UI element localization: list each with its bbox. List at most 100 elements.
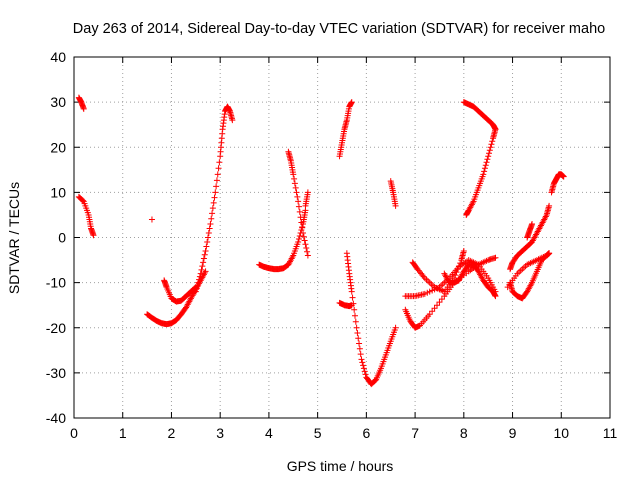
- data-point: [293, 189, 300, 196]
- data-point: [560, 173, 567, 180]
- x-tick-label: 4: [265, 425, 273, 441]
- y-tick-label: 40: [50, 49, 66, 65]
- data-point: [460, 248, 467, 255]
- data-point: [208, 215, 215, 222]
- data-point: [352, 318, 359, 325]
- x-tick-label: 0: [70, 425, 78, 441]
- data-point: [203, 243, 210, 250]
- data-point: [356, 340, 363, 347]
- x-tick-label: 5: [314, 425, 322, 441]
- data-point: [436, 299, 443, 306]
- data-point: [295, 198, 302, 205]
- data-point: [481, 165, 488, 172]
- data-point: [392, 202, 399, 209]
- data-point: [434, 302, 441, 309]
- data-point: [483, 159, 490, 166]
- axis-ticks: 0 1 2 3 4 5 6 7 8 9 10 11 -40 -30 -20 -10 0 10 20 30 40: [46, 49, 618, 441]
- x-tick-label: 10: [553, 425, 569, 441]
- data-point: [304, 252, 311, 259]
- data-point: [300, 233, 307, 240]
- data-point: [198, 266, 205, 273]
- data-point: [229, 117, 236, 124]
- data-point: [209, 210, 216, 217]
- data-point: [361, 368, 368, 375]
- data-point: [209, 205, 216, 212]
- x-tick-label: 11: [603, 425, 618, 441]
- data-point: [80, 105, 87, 112]
- data-point: [206, 225, 213, 232]
- x-axis-label: GPS time / hours: [287, 458, 394, 474]
- x-tick-label: 2: [168, 425, 176, 441]
- data-point: [204, 239, 211, 246]
- data-point: [303, 245, 310, 252]
- data-point: [211, 194, 218, 201]
- data-point: [202, 268, 209, 275]
- data-point: [392, 324, 399, 331]
- data-point: [353, 324, 360, 331]
- data-point: [480, 171, 487, 178]
- data-point: [489, 138, 496, 145]
- x-tick-label: 9: [509, 425, 517, 441]
- data-point: [351, 312, 358, 319]
- data-point: [295, 203, 302, 210]
- data-point: [90, 232, 97, 239]
- data-point: [200, 259, 207, 266]
- data-point: [438, 296, 445, 303]
- data-point: [194, 282, 201, 289]
- data-point: [485, 153, 492, 160]
- data-point: [348, 99, 355, 106]
- data-point: [546, 250, 553, 257]
- data-point: [529, 220, 536, 227]
- data-point: [192, 288, 199, 295]
- data-point: [357, 351, 364, 358]
- data-point: [492, 126, 499, 133]
- data-point: [484, 156, 491, 163]
- data-point: [302, 241, 309, 248]
- data-point: [350, 300, 357, 307]
- data-point: [360, 362, 367, 369]
- x-tick-label: 8: [460, 425, 468, 441]
- data-point: [492, 254, 499, 261]
- data-point: [196, 276, 203, 283]
- data-point: [212, 189, 219, 196]
- data-point: [546, 202, 553, 209]
- y-tick-label: 10: [50, 184, 66, 200]
- data-point: [296, 208, 303, 215]
- plot-frame: [73, 56, 611, 419]
- data-point: [291, 175, 298, 182]
- data-point: [481, 168, 488, 175]
- data-point: [297, 214, 304, 221]
- data-point: [356, 345, 363, 352]
- data-point: [207, 220, 214, 227]
- data-point: [291, 180, 298, 187]
- data-point: [210, 199, 217, 206]
- data-point: [215, 165, 222, 172]
- data-point: [429, 308, 436, 315]
- data-point: [360, 365, 367, 372]
- data-point: [349, 294, 356, 301]
- y-tick-label: -30: [46, 365, 66, 381]
- data-point: [214, 171, 221, 178]
- data-point: [202, 248, 209, 255]
- y-tick-label: 30: [50, 94, 66, 110]
- data-point: [358, 356, 365, 363]
- data-point: [487, 144, 494, 151]
- data-point: [355, 335, 362, 342]
- data-point: [486, 147, 493, 154]
- data-point: [199, 263, 206, 270]
- data-point: [492, 293, 499, 300]
- data-point: [362, 371, 369, 378]
- data-point: [295, 236, 302, 243]
- data-points: [75, 94, 567, 388]
- data-point: [300, 229, 307, 236]
- y-tick-label: -10: [46, 275, 66, 291]
- data-point: [213, 183, 220, 190]
- data-point: [292, 184, 299, 191]
- data-point: [296, 232, 303, 239]
- data-point: [205, 229, 212, 236]
- data-point: [290, 171, 297, 178]
- data-point: [348, 288, 355, 295]
- data-point: [304, 248, 311, 255]
